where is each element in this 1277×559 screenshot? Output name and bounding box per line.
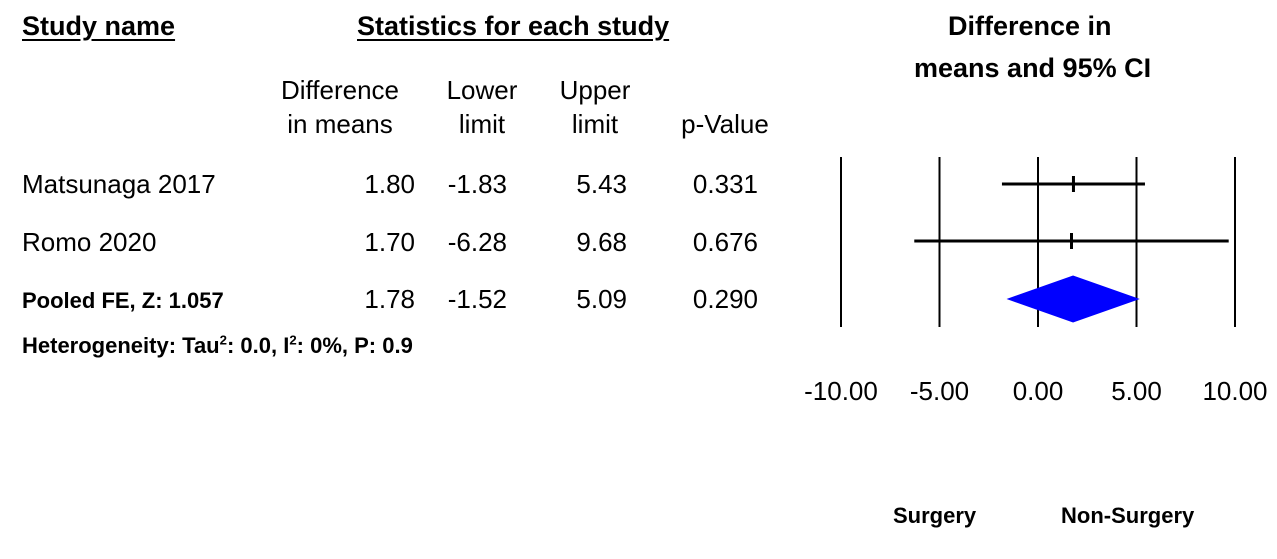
upper-cell: 9.68 xyxy=(576,227,627,257)
lower-cell: -1.52 xyxy=(447,284,507,314)
upper-col-line1: Upper xyxy=(559,75,631,105)
pvalue-cell: 0.676 xyxy=(692,227,758,257)
lower-col-header: Lower limit xyxy=(432,73,532,141)
diff-cell: 1.78 xyxy=(364,284,415,314)
diff-col-header: Difference in means xyxy=(270,73,410,141)
heterogeneity-prefix: Heterogeneity: Tau xyxy=(22,333,220,358)
favours-left-label: Surgery xyxy=(893,503,977,528)
lower-col-line1: Lower xyxy=(446,75,518,105)
plot-title-line2: means and 95% CI xyxy=(914,53,1152,83)
x-tick-label: 5.00 xyxy=(1111,376,1162,406)
study-name-cell: Matsunaga 2017 xyxy=(22,169,216,199)
diff-col-line2: in means xyxy=(287,109,393,139)
diff-cell: 1.70 xyxy=(364,227,415,257)
x-tick-label: -10.00 xyxy=(804,376,878,406)
pooled-diamond xyxy=(1006,275,1140,323)
lower-col-line2: limit xyxy=(458,109,506,139)
study-name-header: Study name xyxy=(22,11,176,41)
pvalue-col-header: p-Value xyxy=(681,109,769,139)
lower-cell: -6.28 xyxy=(447,227,507,257)
heterogeneity-sup1: 2 xyxy=(219,332,227,348)
study-name-cell: Romo 2020 xyxy=(22,227,157,257)
diff-cell: 1.80 xyxy=(364,169,415,199)
x-tick-label: 0.00 xyxy=(1013,376,1064,406)
statistics-header: Statistics for each study xyxy=(357,11,670,41)
heterogeneity-suffix: : 0%, P: 0.9 xyxy=(296,333,413,358)
lower-cell: -1.83 xyxy=(447,169,507,199)
x-tick-label: -5.00 xyxy=(910,376,969,406)
pooled-label: Pooled FE, Z: 1.057 xyxy=(22,288,224,313)
upper-col-header: Upper limit xyxy=(545,73,645,141)
pvalue-cell: 0.331 xyxy=(692,169,758,199)
upper-col-line2: limit xyxy=(571,109,619,139)
heterogeneity-sup2: 2 xyxy=(289,332,297,348)
x-tick-label: 10.00 xyxy=(1202,376,1267,406)
favours-right-label: Non-Surgery xyxy=(1061,503,1195,528)
heterogeneity-text: Heterogeneity: Tau2: 0.0, I2: 0%, P: 0.9 xyxy=(22,333,413,359)
upper-cell: 5.43 xyxy=(576,169,627,199)
heterogeneity-mid: : 0.0, I xyxy=(226,333,290,358)
pvalue-cell: 0.290 xyxy=(692,284,758,314)
diff-col-line1: Difference xyxy=(280,75,400,105)
plot-title-line1: Difference in xyxy=(948,11,1112,41)
upper-cell: 5.09 xyxy=(576,284,627,314)
